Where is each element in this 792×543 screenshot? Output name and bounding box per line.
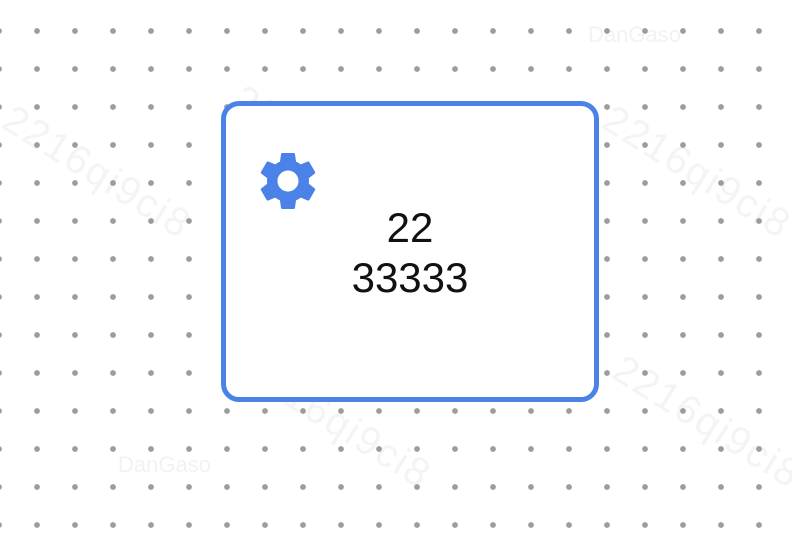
watermark-text: 2216qi9ci8 <box>0 96 200 248</box>
node-label-line-1: 22 <box>386 204 434 251</box>
diagram-node[interactable]: 22 33333 <box>221 101 599 402</box>
watermark-small-text: DanGaso <box>118 452 211 477</box>
node-label-line-2: 33333 <box>351 254 469 301</box>
node-label: 22 33333 <box>226 203 594 303</box>
watermark-small-text: DanGaso <box>588 22 681 47</box>
watermark-text: 2216qi9ci8 <box>594 96 792 248</box>
gear-icon <box>253 146 323 216</box>
watermark-text: 2216qi9ci8 <box>604 346 792 498</box>
